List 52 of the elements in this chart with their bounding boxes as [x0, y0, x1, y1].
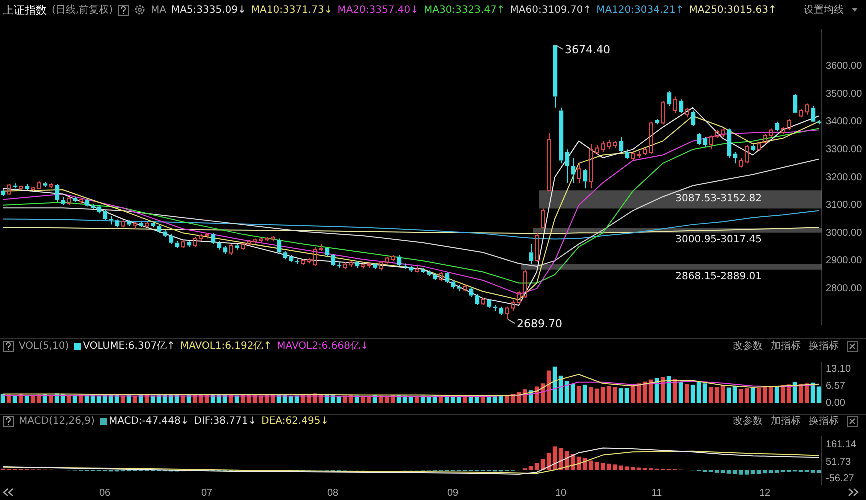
text: 改参数 — [733, 340, 763, 353]
chart-subtitle: (日线,前复权) — [52, 4, 113, 17]
y-tick-label: 3100.00 — [826, 200, 863, 212]
text: 加指标 — [771, 414, 801, 428]
x-tick-label: 11 — [652, 488, 663, 499]
y-tick-label: 6.57 — [826, 380, 846, 392]
y-tick-label: 3500.00 — [826, 88, 863, 100]
legend-title: MA — [150, 4, 166, 16]
band-label: 3000.95-3017.45 — [676, 234, 762, 246]
text: MAVOL1:6.192亿↑ — [180, 340, 272, 353]
text: 换指标 — [809, 340, 839, 353]
x-tick-label: 12 — [759, 488, 771, 499]
text: MAVOL2:6.668亿↓ — [277, 340, 369, 353]
band-label: 3087.53-3152.82 — [676, 193, 762, 204]
y-tick-label: 2800.00 — [826, 284, 863, 295]
chart-title: 上证指数 — [3, 2, 47, 18]
text: 换指标 — [809, 414, 839, 428]
y-tick-label: 3200.00 — [826, 172, 863, 184]
y-tick-label: 3000.00 — [826, 228, 863, 239]
legend-label: MACD:-47.448↓ — [108, 416, 190, 426]
annotation: 3674.40 — [565, 43, 610, 56]
y-tick-label: 161.14 — [826, 440, 858, 451]
text: 改参数 — [733, 414, 763, 428]
text: MA10:3371.73↓ — [251, 4, 333, 16]
text: 设置均线 — [804, 4, 844, 17]
y-tick-label: 3400.00 — [826, 116, 863, 128]
band-label: 2868.15-2889.01 — [676, 271, 762, 282]
text: DEA:62.495↓ — [262, 416, 330, 426]
legend-title: MACD(12,26,9) — [19, 416, 95, 426]
x-tick-label: 08 — [327, 488, 339, 499]
y-tick-label: 51.73 — [826, 456, 852, 468]
x-tick-label: 07 — [201, 488, 213, 499]
x-tick-label: 10 — [555, 488, 567, 499]
y-tick-label: 3600.00 — [826, 60, 863, 72]
y-tick-label: -56.27 — [826, 474, 855, 485]
text: MA120:3034.21↑ — [596, 4, 684, 16]
text: MA20:3357.40↓ — [338, 4, 419, 16]
legend-title: VOL(5,10) — [19, 340, 70, 352]
y-tick-label: 0.00 — [826, 398, 846, 409]
x-tick-label: 09 — [447, 488, 459, 499]
text: MA30:3323.47↑ — [424, 4, 506, 16]
text: MA60:3109.70↑ — [510, 4, 592, 16]
text: 加指标 — [771, 340, 801, 353]
y-tick-label: 13.10 — [826, 364, 852, 375]
text: MA5:3335.09↓ — [171, 4, 246, 16]
annotation: 2689.70 — [517, 317, 562, 330]
legend-label: VOLUME:6.307亿↑ — [83, 340, 176, 353]
y-tick-label: 2900.00 — [826, 256, 863, 267]
text: MA250:3015.63↑ — [689, 4, 777, 16]
x-tick-label: 06 — [99, 488, 111, 499]
y-tick-label: 3300.00 — [826, 144, 863, 156]
text: DIF:38.771↓ — [194, 416, 257, 426]
